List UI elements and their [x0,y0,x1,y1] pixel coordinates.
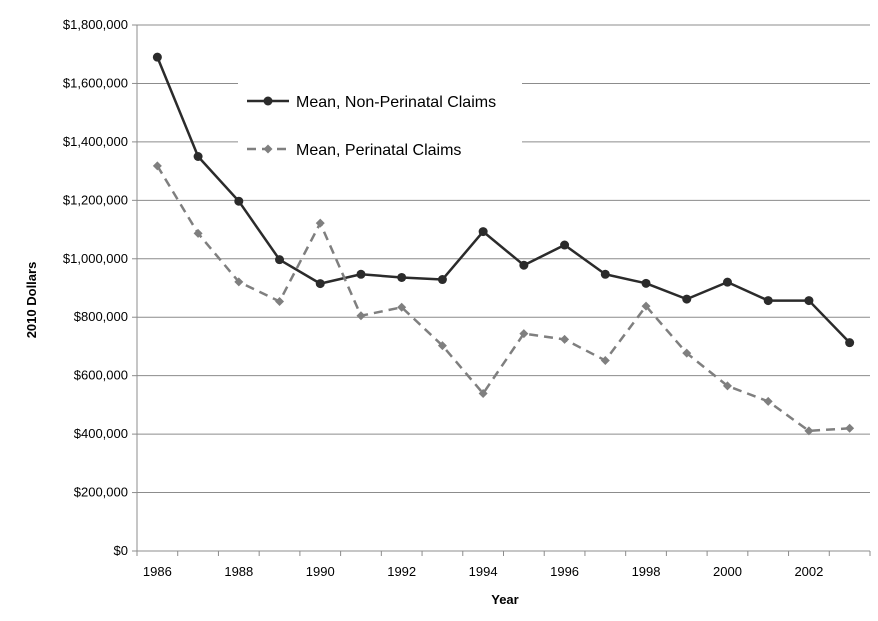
x-tick-label: 2002 [794,564,823,579]
data-point-circle [275,255,285,265]
data-point-circle [397,272,407,282]
x-tick-label: 1990 [306,564,335,579]
legend: Mean, Non-Perinatal Claims Mean, Perinata… [238,75,522,175]
series-line-1 [156,56,851,344]
y-tick-label: $1,800,000 [63,17,128,32]
x-tick-label: 1992 [387,564,416,579]
data-point-circle [519,260,529,270]
data-point-circle [193,152,203,161]
data-point-circle [804,296,814,306]
data-point-diamond [763,396,773,406]
y-tick-label: $1,400,000 [63,134,128,149]
data-point-diamond [560,334,570,344]
data-point-diamond [152,161,162,171]
data-point-diamond [315,218,325,228]
data-point-circle [234,196,244,206]
data-point-diamond [478,388,488,398]
data-point-diamond [519,329,529,339]
y-tick-label: $1,000,000 [63,251,128,266]
data-point-circle [682,294,692,304]
x-tick-label: 1996 [550,564,579,579]
data-point-diamond [804,426,814,436]
data-point-circle [845,338,855,348]
y-tick-label: $800,000 [74,309,128,324]
x-tick-label: 1986 [143,564,172,579]
x-tick-label: 1988 [224,564,253,579]
data-point-circle [315,279,325,289]
y-tick-label: $0 [114,543,128,558]
y-tick-label: $600,000 [74,368,128,383]
y-axis-title: 2010 Dollars [24,262,39,339]
data-point-circle [560,240,570,250]
data-point-diamond [275,296,285,306]
data-point-diamond [600,355,610,365]
y-tick-label: $1,600,000 [63,75,128,90]
series-group [152,52,855,436]
data-point-circle [437,275,447,285]
data-point-diamond [356,311,366,321]
y-axis-ticks: $0 $200,000 $400,000 $600,000 $800,000 $1,000… [63,17,137,558]
data-point-circle [641,278,651,288]
x-tick-label: 1994 [469,564,498,579]
x-tick-label: 2000 [713,564,742,579]
data-point-circle [763,296,773,306]
series-line-2 [156,165,850,433]
data-point-diamond [682,348,692,358]
y-tick-label: $400,000 [74,426,128,441]
x-tick-label: 1998 [632,564,661,579]
data-point-diamond [641,301,651,311]
data-point-circle [356,269,366,279]
data-point-diamond [397,302,407,312]
data-point-circle [600,269,610,279]
legend-label-1: Mean, Non-Perinatal Claims [296,94,496,111]
y-tick-label: $1,200,000 [63,192,128,207]
y-tick-label: $200,000 [74,485,128,500]
data-point-diamond [193,228,203,238]
legend-box [238,75,522,175]
legend-marker-circle [263,96,273,106]
data-point-circle [722,277,732,287]
x-axis-ticks: 1986 1988 1990 1992 1994 1996 1998 2000 2002 [136,551,871,579]
data-point-diamond [437,341,447,351]
data-point-diamond [845,423,855,433]
x-axis-title: Year [491,592,518,607]
legend-label-2: Mean, Perinatal Claims [296,142,461,159]
data-point-diamond [234,277,244,287]
data-point-diamond [722,381,732,391]
data-point-circle [152,52,162,62]
legend-marker-diamond [263,144,273,154]
data-point-circle [478,227,488,237]
